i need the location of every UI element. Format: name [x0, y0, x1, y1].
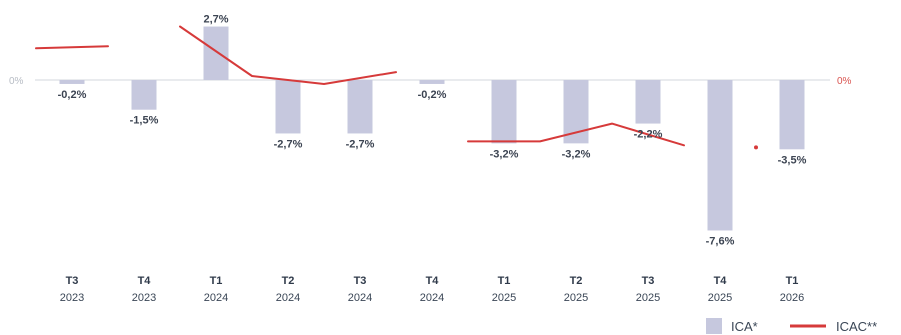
icac-line [35, 25, 758, 150]
x-tick-quarter: T4 [426, 275, 440, 287]
icac-line-segment [179, 25, 397, 85]
x-tick-quarter: T4 [138, 275, 152, 287]
ica-bars [59, 26, 805, 231]
bar-value-label: -2,7% [346, 138, 375, 150]
bar-value-label: -1,5% [130, 115, 159, 127]
y-zero-label-left: 0% [9, 76, 24, 87]
bar-value-label: -3,2% [562, 148, 591, 160]
x-tick-quarter: T4 [714, 275, 728, 287]
x-tick-year: 2024 [276, 292, 300, 304]
x-tick-quarter: T1 [210, 275, 223, 287]
legend: ICA* ICAC** [706, 318, 877, 334]
x-tick-year: 2024 [348, 292, 372, 304]
bar-t4-2023 [131, 80, 157, 110]
legend-label-ica: ICA* [731, 319, 758, 334]
bar-t4-2025 [707, 80, 733, 231]
x-tick-quarter: T1 [498, 275, 511, 287]
x-tick-year: 2025 [636, 292, 660, 304]
icac-line-segment [35, 45, 109, 50]
x-tick-quarter: T1 [786, 275, 799, 287]
legend-swatch-ica [706, 318, 722, 334]
bar-value-label: -2,2% [634, 129, 663, 141]
x-tick-year: 2025 [564, 292, 588, 304]
legend-label-icac: ICAC** [836, 319, 877, 334]
x-tick-quarter: T3 [354, 275, 367, 287]
bar-t1-2025 [491, 80, 517, 144]
bar-t3-2024 [347, 80, 373, 134]
x-tick-year: 2024 [204, 292, 228, 304]
x-tick-year: 2025 [708, 292, 732, 304]
x-tick-quarter: T2 [570, 275, 583, 287]
x-tick-quarter: T2 [282, 275, 295, 287]
bar-t2-2024 [275, 80, 301, 134]
bar-value-label: -3,5% [778, 154, 807, 166]
x-tick-year: 2023 [132, 292, 156, 304]
x-tick-year: 2025 [492, 292, 516, 304]
x-tick-quarter: T3 [642, 275, 655, 287]
x-axis-ticks: T3 2023 T4 2023 T1 2024 T2 2024 T3 2024 T4 2024 T1 20… [60, 275, 804, 304]
bar-t3-2025 [635, 80, 661, 124]
bar-value-label: -2,7% [274, 138, 303, 150]
icac-line-segment [467, 122, 685, 147]
bar-value-label: -3,2% [490, 148, 519, 160]
x-tick-quarter: T3 [66, 275, 79, 287]
y-zero-label-right: 0% [837, 76, 852, 87]
x-tick-year: 2023 [60, 292, 84, 304]
bar-t3-2023 [59, 80, 85, 84]
bar-value-label: 2,7% [203, 14, 228, 26]
bar-t4-2024 [419, 80, 445, 84]
bar-t1-2026 [779, 80, 805, 150]
bar-value-label: -7,6% [706, 235, 735, 247]
x-tick-year: 2024 [420, 292, 444, 304]
bar-value-label: -0,2% [418, 89, 447, 101]
bar-t1-2024 [203, 26, 229, 80]
x-tick-year: 2026 [780, 292, 804, 304]
icac-point [754, 145, 758, 150]
bar-value-labels: -0,2% -1,5% 2,7% -2,7% -2,7% -0,2% -3,2% -3,2% -… [58, 14, 807, 248]
bar-value-label: -0,2% [58, 89, 87, 101]
